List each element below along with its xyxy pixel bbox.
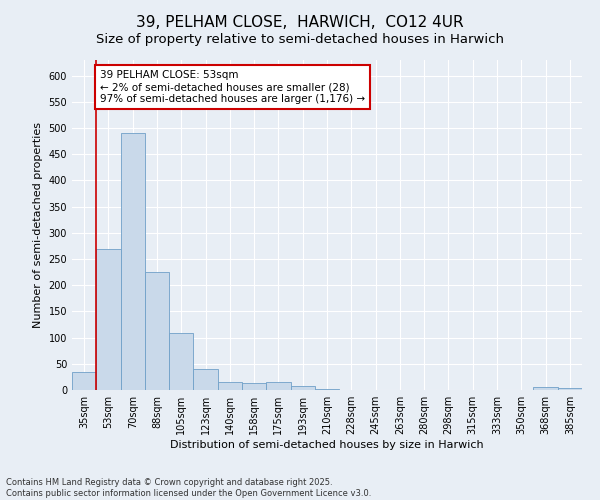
Bar [218,382,242,390]
Bar [315,389,339,390]
Bar [266,382,290,390]
Bar [169,334,193,390]
Y-axis label: Number of semi-detached properties: Number of semi-detached properties [33,122,43,328]
X-axis label: Distribution of semi-detached houses by size in Harwich: Distribution of semi-detached houses by … [170,440,484,450]
Text: Size of property relative to semi-detached houses in Harwich: Size of property relative to semi-detach… [96,32,504,46]
Bar [290,386,315,390]
Text: Contains HM Land Registry data © Crown copyright and database right 2025.
Contai: Contains HM Land Registry data © Crown c… [6,478,371,498]
Bar [533,388,558,390]
Bar [96,248,121,390]
Bar [121,134,145,390]
Bar [72,372,96,390]
Text: 39, PELHAM CLOSE,  HARWICH,  CO12 4UR: 39, PELHAM CLOSE, HARWICH, CO12 4UR [136,15,464,30]
Bar [145,272,169,390]
Text: 39 PELHAM CLOSE: 53sqm
← 2% of semi-detached houses are smaller (28)
97% of semi: 39 PELHAM CLOSE: 53sqm ← 2% of semi-deta… [100,70,365,104]
Bar [193,369,218,390]
Bar [242,383,266,390]
Bar [558,388,582,390]
